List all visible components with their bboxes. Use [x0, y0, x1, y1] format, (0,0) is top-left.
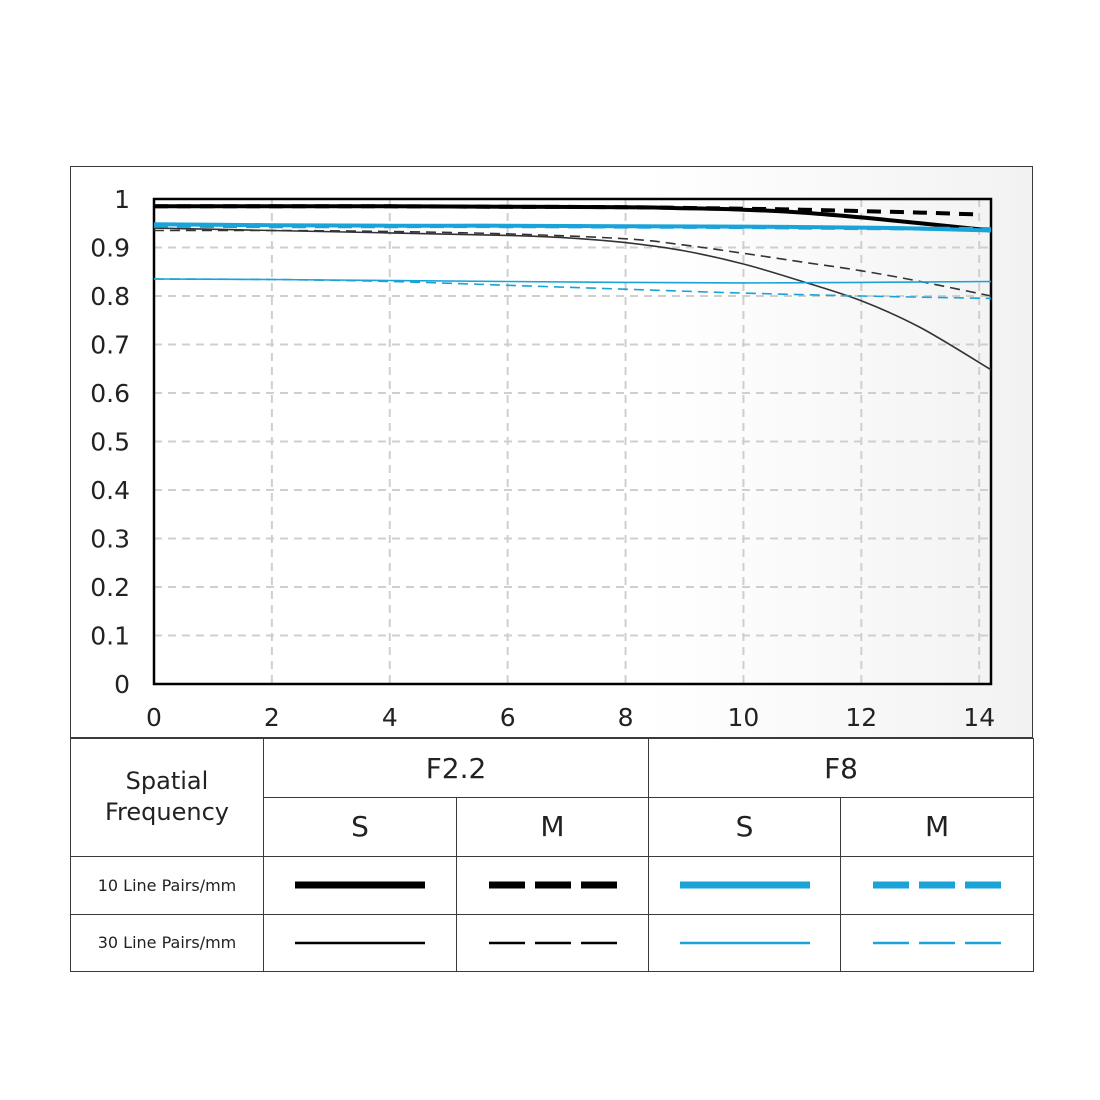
row-label-10lp: 10 Line Pairs/mm	[70, 855, 264, 915]
series-lines	[153, 204, 992, 371]
legend-line-f8-s-10	[679, 881, 810, 889]
legend-line-f8-s-30	[679, 941, 810, 945]
x-tick-label: 14	[963, 703, 995, 732]
aperture-f22-header: F2.2	[262, 737, 650, 799]
sample-f22-m-30	[455, 913, 650, 973]
f22-sagittal-header: S	[263, 797, 457, 857]
spatial-frequency-label-line2: Frequency	[105, 798, 229, 827]
x-tick-label: 12	[845, 703, 877, 732]
y-tick-label: 0.5	[90, 428, 130, 457]
legend-table: Spatial Frequency F2.2 F8 S M S M 10 Lin…	[70, 737, 1035, 973]
x-tick-label: 6	[500, 703, 516, 732]
y-tick-label: 0	[114, 670, 130, 699]
x-tick-label: 10	[728, 703, 760, 732]
x-tick-label: 4	[382, 703, 398, 732]
y-tick-label: 0.9	[90, 234, 130, 263]
sample-f8-m-10	[840, 855, 1035, 915]
aperture-f8-header: F8	[648, 737, 1035, 799]
sample-f22-s-10	[263, 855, 457, 915]
series-line-f22-m-30lp	[153, 229, 992, 297]
y-tick-label: 0.3	[90, 525, 130, 554]
series-line-f22-m-10lp	[154, 204, 980, 217]
series-line-f8-m-10lp	[153, 223, 992, 232]
series-line-f22-s-30lp	[153, 227, 992, 371]
sample-f22-m-10	[455, 855, 650, 915]
sample-f22-s-30	[263, 913, 457, 973]
y-tick-label: 0.1	[90, 622, 130, 651]
chart-frame	[70, 166, 1033, 738]
y-tick-label: 0.2	[90, 573, 130, 602]
row-label-30lp: 30 Line Pairs/mm	[70, 913, 264, 973]
sample-f8-m-30	[840, 913, 1035, 973]
legend-line-f8-m-10	[873, 881, 1002, 889]
y-tick-label: 0.8	[90, 282, 130, 311]
x-tick-label: 0	[146, 703, 162, 732]
y-tick-label: 0.7	[90, 331, 130, 360]
y-tick-label: 1	[114, 185, 130, 214]
series-line-f8-m-30lp	[153, 278, 992, 300]
f22-meridional-header: M	[455, 797, 650, 857]
legend-line-f22-s-10	[295, 881, 425, 889]
f8-meridional-header: M	[840, 797, 1035, 857]
x-tick-label: 8	[618, 703, 634, 732]
legend-line-f22-m-30	[488, 941, 617, 945]
y-tick-label: 0.4	[90, 476, 130, 505]
grid-lines	[154, 199, 991, 684]
spatial-frequency-header: Spatial Frequency	[70, 738, 264, 857]
spatial-frequency-label-line1: Spatial	[125, 767, 209, 796]
legend-line-f22-m-10	[488, 881, 617, 889]
x-tick-label: 2	[264, 703, 280, 732]
f8-sagittal-header: S	[648, 797, 842, 857]
sample-f8-s-30	[648, 913, 842, 973]
plot-border	[152, 197, 993, 686]
sample-f8-s-10	[648, 855, 842, 915]
tick-labels: 0 2 4 6 8 10 12 14 0 0.1 0.2 0.3 0.4 0.5 0.6 0.7 0.8 0.9 1	[90, 185, 995, 732]
legend-line-f8-m-30	[873, 941, 1002, 945]
y-tick-label: 0.6	[90, 379, 130, 408]
series-line-f8-s-30lp	[153, 278, 992, 284]
legend-line-f22-s-30	[295, 941, 425, 945]
